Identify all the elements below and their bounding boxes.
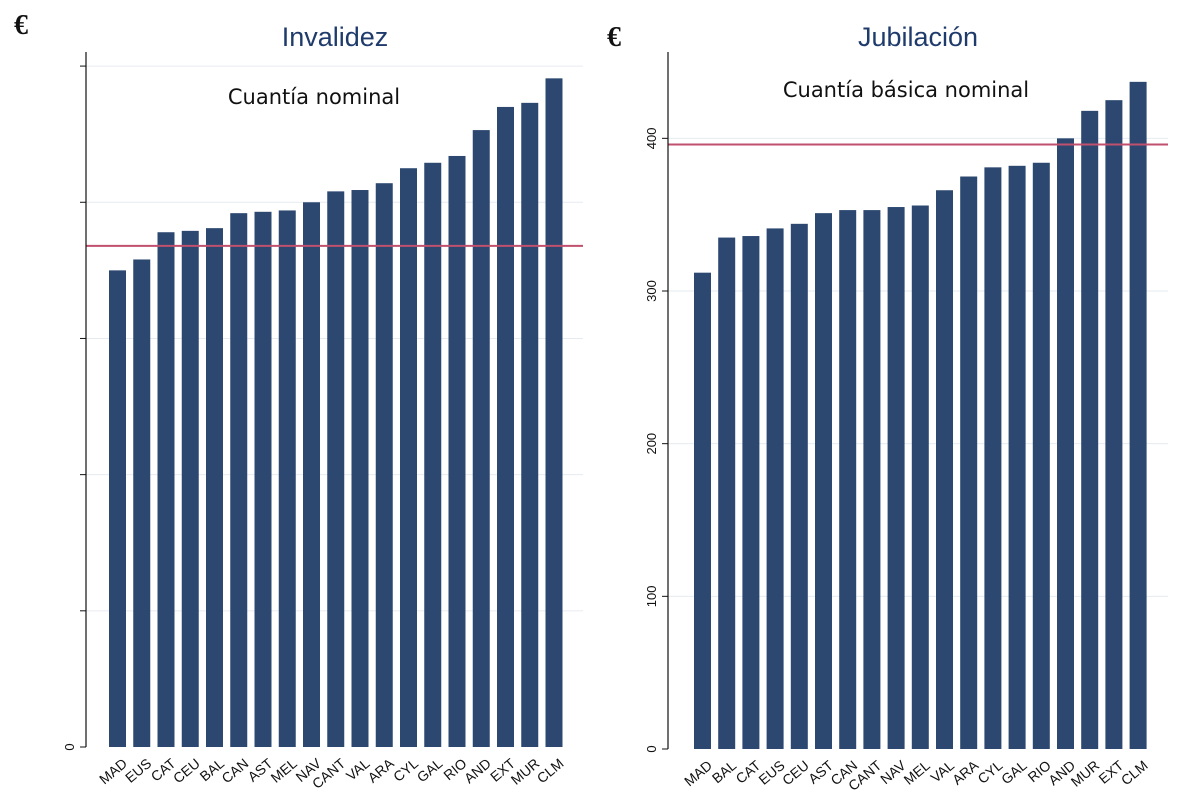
invalidez-subtitle: Cuantía nominal — [228, 85, 400, 109]
invalidez-bars — [109, 78, 563, 748]
jubilacion-bar-mad — [694, 272, 711, 749]
jubilacion-bar-mur — [1081, 110, 1099, 749]
invalidez-bar-mur — [521, 102, 539, 748]
invalidez-bar-ceu — [181, 230, 199, 747]
jubilacion-bar-ast — [815, 213, 832, 749]
invalidez-bar-clm — [545, 78, 563, 748]
jubilacion-panel: € Jubilación Cuantía básica nominal 0 100… — [607, 22, 1168, 794]
invalidez-bar-and — [472, 130, 490, 748]
jubilacion-y-tick-label: 300 — [644, 280, 659, 302]
jubilacion-bar-mel — [911, 205, 929, 750]
invalidez-bar-rio — [448, 155, 466, 748]
jubilacion-bar-nav — [887, 207, 905, 750]
invalidez-bar-ara — [375, 183, 393, 748]
jubilacion-y-tick-label: 200 — [644, 433, 659, 455]
jubilacion-y-ticks: 0 100 200 300 400 — [644, 127, 659, 752]
invalidez-y-tick-label: 0 — [62, 743, 77, 750]
jubilacion-bar-bal — [718, 237, 736, 750]
jubilacion-unit-label: € — [607, 22, 621, 53]
invalidez-bar-cyl — [400, 168, 417, 748]
jubilacion-bars — [694, 81, 1147, 750]
jubilacion-x-tick-label: CLM — [1118, 757, 1151, 788]
invalidez-bar-nav — [303, 202, 320, 748]
jubilacion-bar-ara — [960, 176, 978, 749]
jubilacion-bar-gal — [1008, 165, 1026, 749]
invalidez-bar-cant — [327, 191, 345, 747]
invalidez-bar-ast — [254, 211, 272, 747]
jubilacion-bar-cyl — [984, 167, 1002, 750]
jubilacion-y-tick-label: 100 — [644, 585, 659, 607]
jubilacion-subtitle: Cuantía básica nominal — [783, 78, 1029, 102]
invalidez-panel: € Invalidez Cuantía nominal 0 MADEUSCATC… — [14, 10, 583, 792]
invalidez-bar-mad — [109, 270, 126, 747]
invalidez-title: Invalidez — [282, 22, 389, 52]
jubilacion-y-tick-label: 400 — [644, 127, 659, 149]
invalidez-axes — [80, 52, 87, 748]
jubilacion-bar-can — [839, 210, 857, 749]
jubilacion-bar-eus — [766, 228, 784, 749]
invalidez-bar-cat — [157, 232, 175, 747]
invalidez-unit-label: € — [14, 10, 28, 41]
jubilacion-bar-val — [936, 190, 953, 750]
invalidez-bar-val — [351, 190, 369, 747]
jubilacion-axes — [662, 52, 669, 750]
jubilacion-bar-clm — [1129, 81, 1147, 749]
jubilacion-bar-rio — [1032, 162, 1050, 749]
jubilacion-bar-cant — [863, 210, 881, 749]
jubilacion-bar-ceu — [790, 223, 808, 749]
invalidez-x-ticks: MADEUSCATCEUBALCANASTMELNAVCANTVALARACYL… — [96, 755, 567, 792]
jubilacion-x-ticks: MADBALCATEUSCEUASTCANCANTNAVMELVALARACYL… — [681, 757, 1151, 794]
invalidez-x-tick-label: CLM — [534, 755, 567, 786]
invalidez-y-ticks: 0 — [62, 743, 77, 750]
invalidez-bar-mel — [278, 210, 296, 748]
invalidez-bar-gal — [424, 162, 442, 748]
jubilacion-bar-and — [1057, 138, 1074, 750]
jubilacion-y-tick-label: 0 — [644, 745, 659, 752]
jubilacion-title: Jubilación — [858, 22, 978, 52]
invalidez-bar-eus — [133, 259, 151, 747]
invalidez-bar-ext — [497, 106, 514, 747]
jubilacion-bar-cat — [742, 236, 760, 750]
jubilacion-bar-ext — [1105, 100, 1123, 749]
invalidez-bar-can — [230, 213, 248, 747]
invalidez-bar-bal — [206, 228, 223, 748]
